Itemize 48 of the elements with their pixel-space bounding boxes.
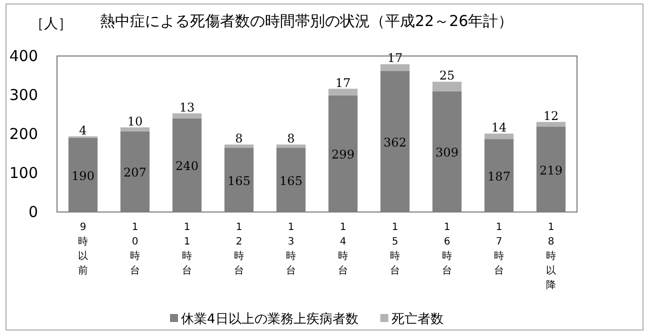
x-tick-label: 13時台 — [286, 222, 296, 276]
data-label: 17 — [335, 76, 351, 90]
data-label: 10 — [127, 114, 143, 128]
data-label: 309 — [436, 146, 458, 160]
x-tick-label: 9時以前 — [78, 222, 88, 276]
data-label: 4 — [79, 123, 88, 138]
y-tick-label: 0 — [28, 203, 38, 221]
x-tick-label: 11時台 — [182, 222, 192, 276]
data-label: 8 — [235, 132, 243, 146]
data-label: 219 — [540, 163, 562, 178]
bar — [328, 88, 358, 96]
legend-label: 死亡者数 — [391, 311, 444, 327]
data-label: 12 — [543, 108, 559, 123]
bar — [432, 82, 462, 92]
x-tick-label: 15時台 — [390, 222, 400, 276]
bar — [276, 144, 306, 148]
data-label: 13 — [179, 100, 195, 114]
bar — [536, 122, 566, 127]
y-tick-label: 200 — [9, 125, 38, 143]
x-tick-label: 16時台 — [442, 222, 452, 276]
data-label: 187 — [488, 170, 510, 184]
bar — [172, 113, 202, 118]
y-tick-label: 400 — [9, 47, 38, 65]
data-label: 190 — [72, 168, 94, 183]
y-tick-label: 100 — [9, 164, 38, 182]
bar — [484, 134, 514, 140]
legend-label: 休業4日以上の業務上疾病者数 — [181, 312, 358, 327]
data-label: 299 — [332, 148, 354, 162]
data-label: 207 — [124, 166, 146, 180]
x-tick-label: 12時台 — [234, 222, 244, 276]
x-tick-label: 10時台 — [130, 222, 140, 276]
data-label: 17 — [387, 51, 403, 66]
data-label: 362 — [384, 135, 406, 150]
data-label: 240 — [176, 159, 198, 174]
data-label: 165 — [228, 174, 250, 188]
y-tick-label: 300 — [9, 86, 38, 104]
data-label: 8 — [287, 132, 295, 146]
data-label: 25 — [439, 68, 455, 83]
bar — [224, 144, 254, 148]
data-label: 165 — [280, 174, 302, 188]
x-tick-label: 14時台 — [338, 222, 348, 276]
chart-title: 熱中症による死傷者数の時間帯別の状況（平成22～26年計） — [100, 12, 514, 30]
bar — [380, 64, 410, 71]
y-axis-title: ［人］ — [30, 16, 72, 32]
x-tick-label: 17時台 — [494, 222, 504, 276]
x-tick-label: 18時以降 — [546, 222, 556, 291]
bar — [120, 127, 150, 132]
data-label: 14 — [491, 120, 507, 135]
